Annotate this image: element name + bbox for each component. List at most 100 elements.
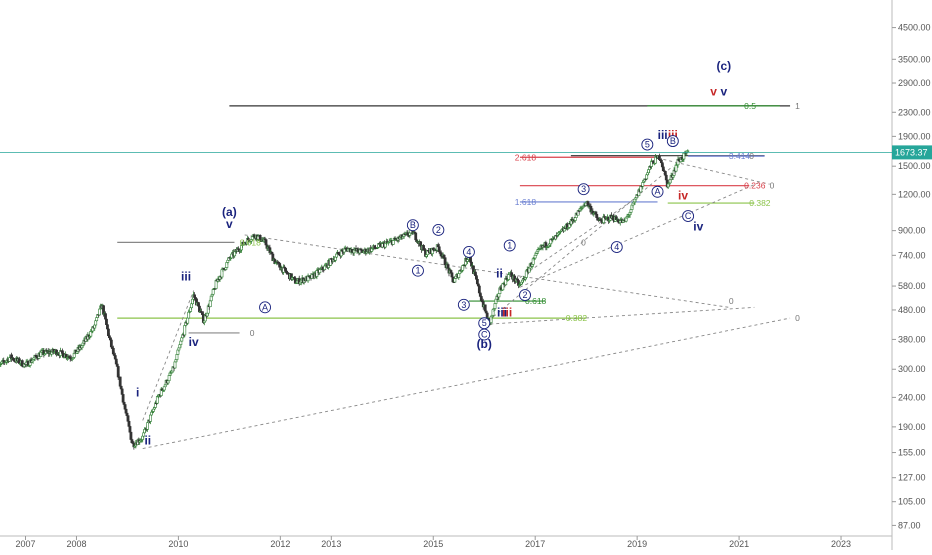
x-tick-label-9: 2023 (831, 539, 851, 549)
candle-body (109, 339, 113, 348)
fib-label-15: 0 (581, 237, 586, 247)
circled-label-5: 5 (478, 317, 491, 330)
fib-label-6: 0.382 (749, 198, 771, 208)
circled-label-0: B (406, 219, 419, 232)
circle-marker (641, 138, 654, 151)
candle-body (167, 375, 171, 381)
circled-label-3: 4 (462, 246, 475, 258)
last-price-badge (892, 145, 932, 160)
wave-label-5: iv (678, 189, 688, 203)
trend-line-0 (142, 317, 791, 449)
candle-body (186, 317, 190, 324)
fib-label-8: 1 (795, 101, 800, 111)
circled-label-12: B (666, 135, 679, 148)
candle-body (629, 209, 633, 213)
circle-text: B (410, 220, 416, 230)
candle-body (129, 431, 133, 440)
circle-marker (406, 219, 419, 232)
circle-text: A (262, 302, 268, 312)
y-tick-label-9: 580.00 (898, 281, 926, 291)
candle-body (214, 280, 218, 289)
wave-label-10: iv (189, 335, 199, 349)
wave-label-15: iii (502, 306, 512, 320)
candle-body (631, 202, 635, 206)
y-tick-label-4: 1900.00 (898, 131, 931, 141)
candle-body (130, 439, 134, 443)
circle-text: 3 (461, 300, 466, 310)
fib-label-3: 0 (749, 151, 754, 161)
y-tick-label-13: 240.00 (898, 392, 926, 402)
wave-label-4: iii (668, 128, 678, 142)
wave-label-3: iii (658, 128, 668, 142)
circle-marker (610, 241, 623, 254)
candle-body (493, 303, 497, 309)
circle-marker (478, 328, 491, 341)
wave-label-1: v (710, 84, 717, 98)
circle-text: 3 (581, 184, 586, 194)
candle-body (105, 318, 108, 325)
y-tick-label-3: 2300.00 (898, 107, 931, 117)
fib-label-9: 0.618 (240, 237, 262, 247)
circle-marker (682, 210, 695, 223)
trend-line-3 (244, 234, 729, 308)
y-tick-label-12: 300.00 (898, 364, 926, 374)
wave-label-16: (b) (477, 337, 492, 351)
circle-text: 4 (466, 247, 471, 257)
candle-body (446, 264, 450, 269)
circle-text: 1 (507, 241, 512, 251)
fib-label-5: 0 (770, 181, 775, 191)
candle-body (120, 388, 124, 395)
circle-text: B (670, 136, 676, 146)
circled-label-1: 1 (412, 264, 424, 277)
circle-text: 2 (522, 290, 527, 300)
fib-label-4: 0.236 (744, 181, 766, 191)
fib-label-10: 0 (250, 328, 255, 338)
trend-line-4 (519, 181, 760, 288)
circle-text: C (481, 330, 488, 340)
circle-marker (651, 185, 664, 198)
fib-label-12: 0.382 (566, 313, 588, 323)
candle-body (450, 272, 454, 278)
candles (0, 149, 690, 450)
x-tick-label-0: 2007 (15, 539, 35, 549)
x-tick-label-3: 2012 (270, 539, 290, 549)
wave-label-8: v (226, 217, 233, 231)
circle-text: 1 (415, 266, 420, 276)
trend-line-5 (657, 157, 770, 185)
circled-label-9: 3 (577, 183, 590, 196)
circled-label-13: A (651, 185, 664, 198)
y-tick-label-11: 380.00 (898, 334, 926, 344)
trend-line-1 (483, 165, 674, 325)
circled-label-7: 1 (503, 239, 516, 252)
wave-label-13: ii (496, 267, 503, 281)
candle-body (533, 254, 537, 259)
candle-body (173, 361, 177, 369)
circle-marker (577, 183, 590, 196)
fib-label-7: 0.5 (744, 101, 756, 111)
circled-label-4: 3 (457, 298, 470, 311)
circle-text: A (655, 187, 661, 197)
circle-text: 2 (436, 225, 441, 235)
candle-body (104, 313, 107, 320)
candle-body (118, 376, 122, 387)
circle-marker (432, 223, 445, 236)
circle-marker (503, 239, 516, 252)
circle-text: 5 (482, 318, 487, 328)
candle-body (475, 278, 479, 285)
x-tick-label-1: 2008 (66, 539, 86, 549)
fib-label-11: 0.618 (525, 296, 547, 306)
circled-label-14: C (682, 210, 695, 223)
circled-label-11: 5 (641, 138, 654, 151)
circled-label-10: 4 (610, 241, 623, 254)
y-tick-label-16: 127.00 (898, 473, 926, 483)
level-lines (117, 105, 791, 334)
candle-body (128, 426, 132, 433)
y-tick-label-6: 1200.00 (898, 189, 931, 199)
trend-lines (142, 157, 791, 449)
candle-body (278, 263, 282, 268)
